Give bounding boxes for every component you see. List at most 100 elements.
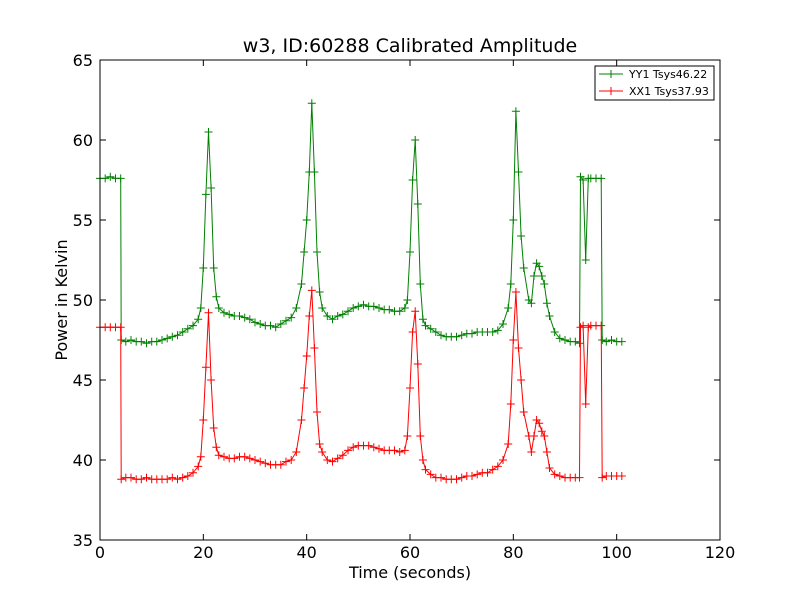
data-point-xx1-14	[163, 475, 172, 484]
data-point-yy1-69	[403, 296, 412, 304]
data-point-xx1-63	[375, 444, 383, 453]
data-point-xx1-57	[344, 446, 352, 455]
plot-frame	[99, 59, 721, 541]
data-point-xx1-120	[597, 321, 606, 330]
data-point-xx1-58	[349, 443, 358, 452]
data-point-yy1-10	[142, 339, 151, 348]
data-point-xx1-98	[519, 408, 528, 416]
data-point-yy1-32	[235, 312, 244, 320]
data-point-yy1-106	[542, 299, 551, 308]
data-point-xx1-37	[261, 459, 270, 468]
data-point-xx1-43	[292, 448, 301, 456]
data-point-xx1-21	[196, 452, 205, 461]
x-tick-label-80: 80	[503, 543, 523, 562]
data-point-yy1-25	[207, 184, 216, 192]
data-point-yy1-78	[431, 328, 440, 336]
data-point-yy1-7	[127, 336, 135, 344]
data-point-yy1-105	[540, 280, 549, 288]
data-point-yy1-15	[168, 332, 177, 341]
data-point-xx1-103	[535, 419, 544, 428]
data-point-xx1-106	[542, 448, 551, 456]
data-point-yy1-40	[276, 320, 285, 328]
data-point-yy1-125	[617, 337, 626, 346]
data-point-xx1-72	[411, 307, 420, 316]
data-point-yy1-76	[421, 321, 430, 330]
data-point-xx1-82	[452, 475, 461, 484]
data-point-yy1-59	[354, 302, 363, 311]
data-point-yy1-52	[318, 304, 327, 312]
data-point-yy1-41	[282, 316, 290, 325]
data-point-yy1-94	[509, 216, 518, 224]
data-point-yy1-71	[408, 176, 417, 184]
ticks-layer: 0 20 40 60 80 100 120 35 40 45 50 55 60 65	[73, 51, 736, 562]
data-point-xx1-54	[328, 457, 337, 466]
legend-marker-yy1	[607, 70, 615, 78]
data-point-yy1-74	[416, 280, 425, 288]
data-point-yy1-109	[555, 334, 564, 343]
data-point-xx1-28	[214, 451, 223, 460]
data-point-xx1-18	[183, 472, 192, 480]
data-point-xx1-62	[369, 443, 378, 452]
data-point-yy1-29	[220, 308, 228, 317]
data-point-yy1-22	[199, 264, 208, 272]
data-point-yy1-27	[212, 292, 221, 301]
data-point-xx1-68	[400, 446, 409, 455]
data-point-yy1-108	[550, 328, 559, 336]
y-tick-label-35: 35	[73, 531, 93, 550]
data-point-yy1-89	[488, 328, 497, 336]
data-point-yy1-77	[426, 324, 435, 333]
data-point-xx1-17	[178, 473, 187, 482]
data-point-yy1-39	[271, 323, 280, 332]
data-point-xx1-22	[199, 416, 208, 424]
data-point-xx1-51	[315, 440, 324, 448]
series-layer	[96, 99, 626, 484]
y-tick-label-40: 40	[73, 451, 93, 470]
data-point-yy1-13	[158, 336, 166, 344]
data-point-xx1-16	[173, 475, 182, 484]
data-point-xx1-108	[550, 470, 559, 479]
data-point-yy1-53	[323, 312, 332, 320]
data-point-yy1-50	[313, 248, 321, 256]
data-point-xx1-42	[287, 456, 296, 464]
data-point-yy1-110	[561, 336, 569, 344]
data-point-xx1-35	[251, 456, 259, 464]
data-point-yy1-45	[300, 248, 309, 256]
data-point-yy1-63	[375, 304, 383, 312]
data-point-xx1-40	[276, 460, 285, 469]
data-point-yy1-93	[506, 280, 515, 288]
data-point-xx1-41	[282, 457, 290, 466]
chart-title: w3, ID:60288 Calibrated Amplitude	[243, 35, 577, 57]
data-point-yy1-112	[571, 337, 580, 346]
data-point-xx1-50	[313, 408, 321, 416]
data-point-yy1-21	[196, 304, 205, 312]
data-point-yy1-4	[116, 174, 125, 183]
data-point-xx1-67	[395, 448, 404, 456]
data-point-yy1-51	[315, 288, 324, 296]
data-point-yy1-98	[519, 264, 528, 272]
data-point-xx1-48	[307, 286, 316, 295]
data-point-yy1-85	[468, 329, 476, 338]
data-point-xx1-104	[537, 427, 546, 436]
data-point-xx1-44	[297, 416, 306, 424]
data-point-xx1-77	[426, 470, 435, 479]
data-point-xx1-94	[509, 336, 518, 344]
y-tick-label-65: 65	[73, 51, 93, 70]
data-point-yy1-122	[602, 337, 611, 346]
data-point-yy1-58	[349, 304, 358, 312]
x-tick-label-0: 0	[95, 543, 105, 562]
x-tick-label-20: 20	[193, 543, 213, 562]
data-point-yy1-6	[121, 337, 130, 346]
data-point-yy1-72	[411, 136, 420, 144]
data-point-xx1-101	[530, 432, 538, 440]
data-point-yy1-55	[333, 312, 342, 320]
data-point-xx1-107	[545, 464, 554, 472]
data-point-xx1-61	[364, 441, 373, 450]
data-point-xx1-75	[418, 456, 427, 464]
data-point-xx1-47	[305, 312, 314, 320]
legend-label-yy1: YY1 Tsys46.22	[628, 68, 707, 81]
data-point-yy1-60	[359, 300, 368, 309]
data-point-xx1-55	[333, 454, 342, 463]
data-point-xx1-105	[540, 432, 549, 440]
data-point-xx1-86	[473, 470, 482, 479]
